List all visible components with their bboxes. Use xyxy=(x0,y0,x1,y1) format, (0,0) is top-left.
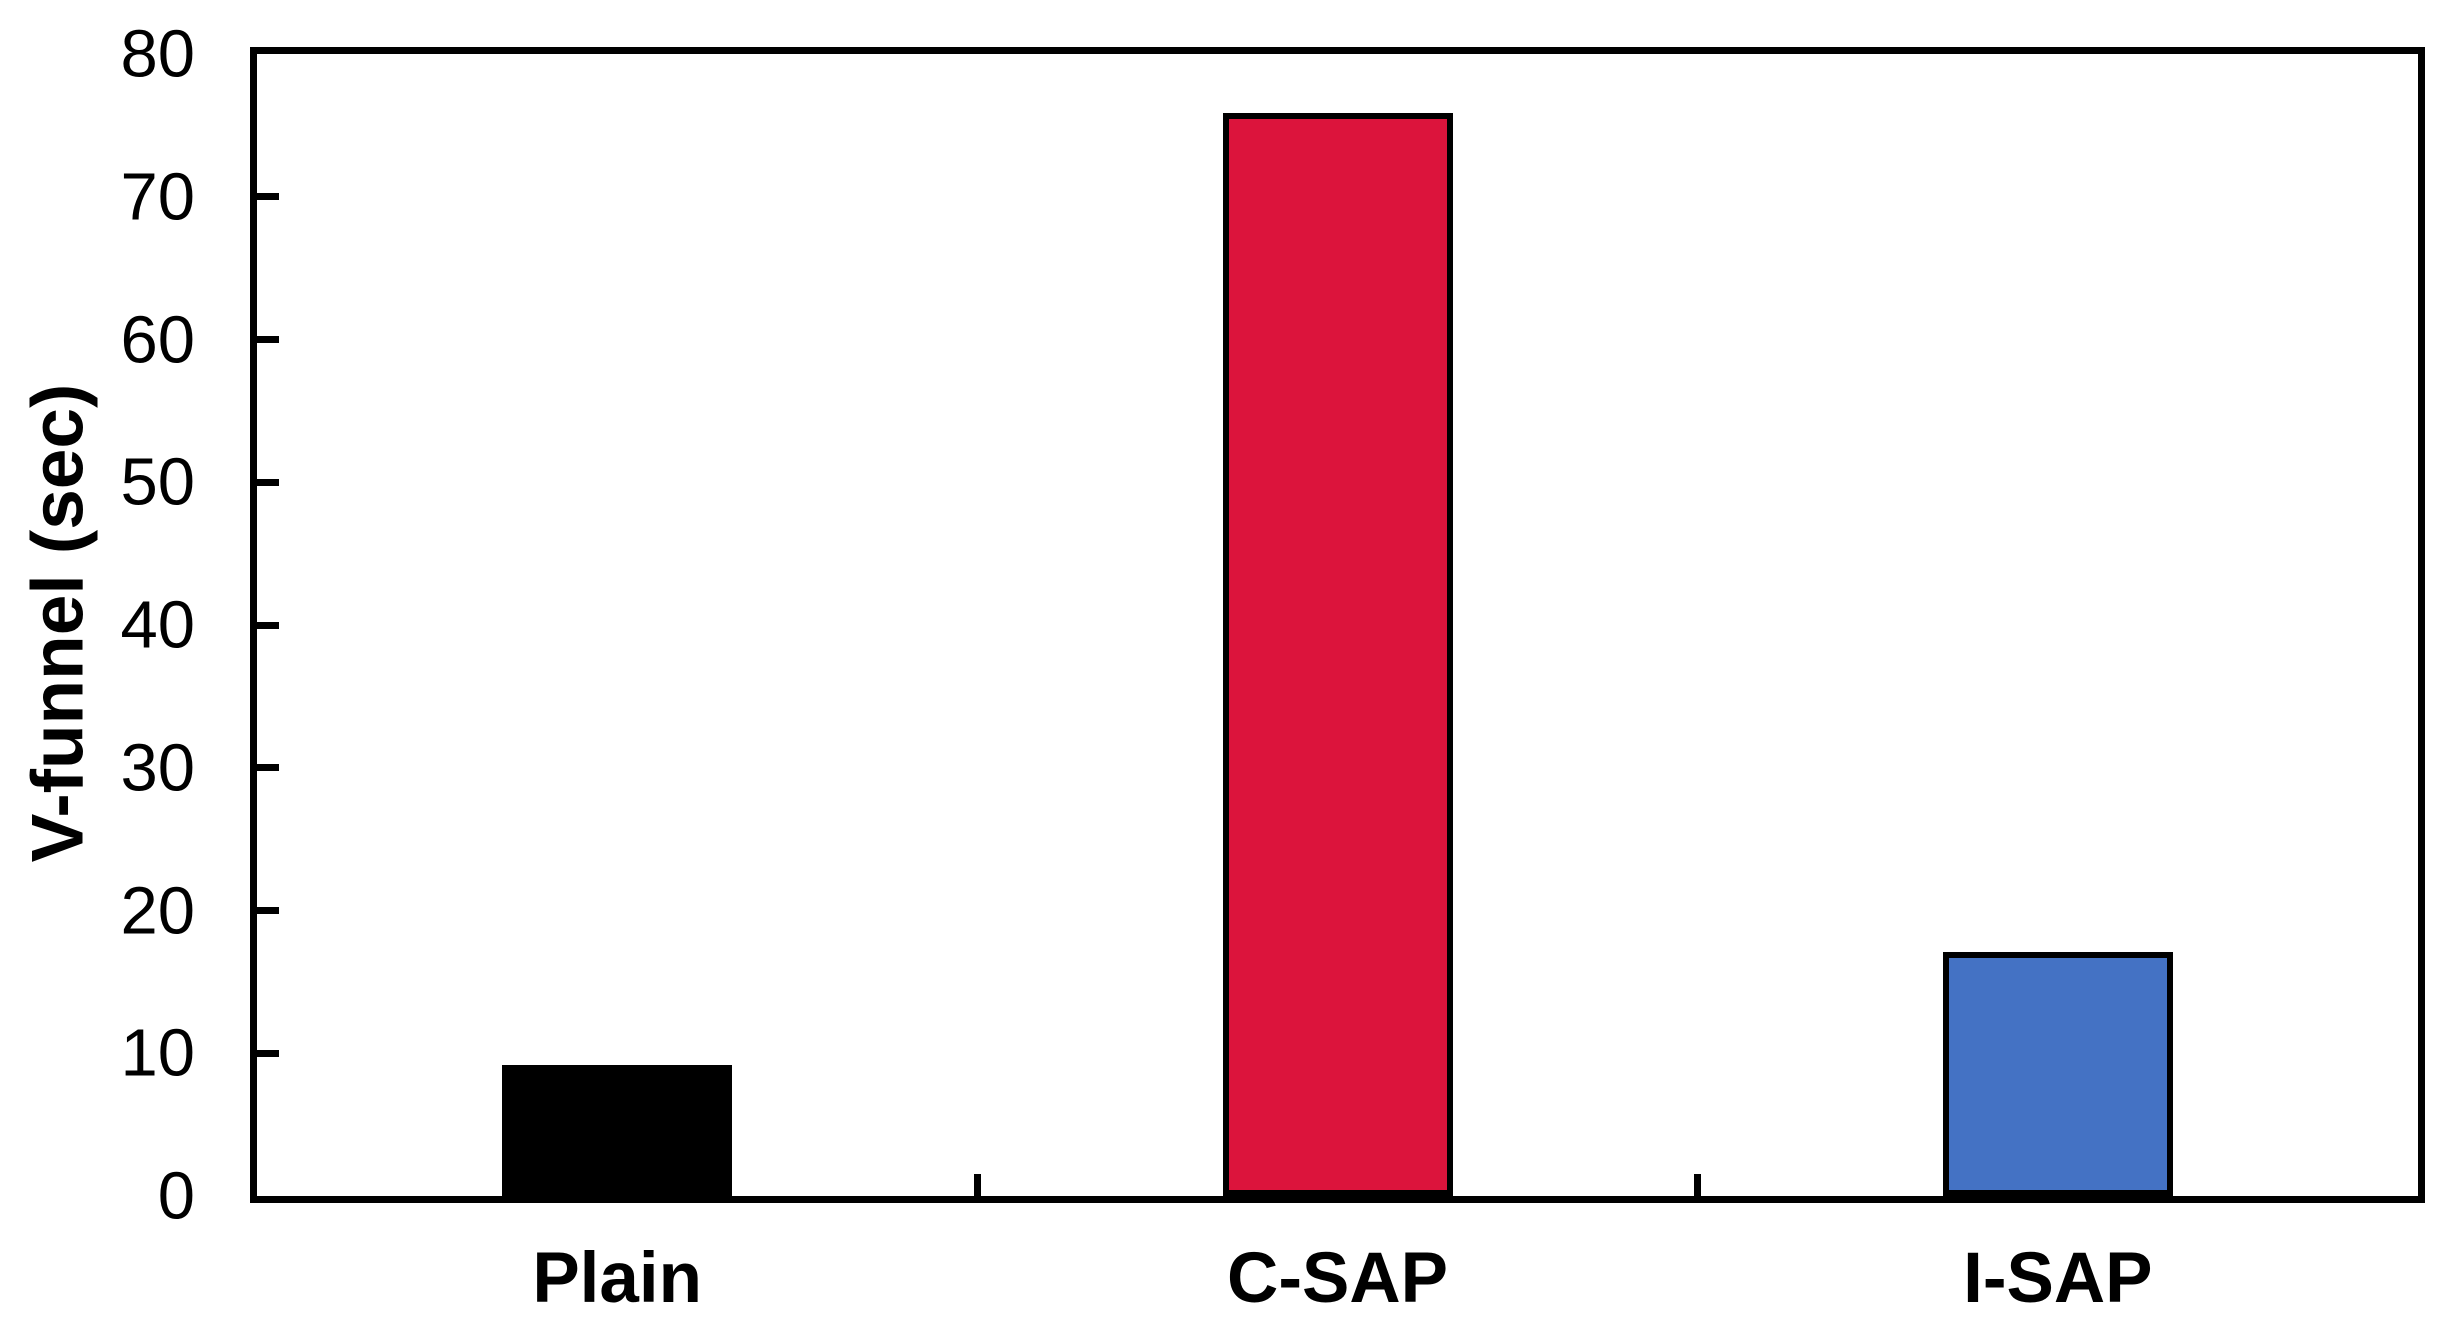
y-tick-label-50: 50 xyxy=(120,444,195,520)
y-tick-label-10: 10 xyxy=(120,1015,195,1091)
bar-plain xyxy=(502,1064,733,1196)
y-tick-mark-30 xyxy=(257,764,279,772)
x-boundary-tick-2 xyxy=(1694,1174,1702,1196)
bar-c-sap xyxy=(1222,112,1453,1196)
y-tick-mark-20 xyxy=(257,907,279,914)
y-tick-mark-50 xyxy=(257,478,279,486)
y-tick-mark-40 xyxy=(257,621,279,629)
x-tick-label-plain: Plain xyxy=(532,1239,702,1318)
y-tick-mark-10 xyxy=(257,1049,279,1057)
y-tick-label-0: 0 xyxy=(157,1158,195,1234)
bar-i-sap xyxy=(1942,951,2173,1196)
y-tick-label-20: 20 xyxy=(120,873,195,948)
x-tick-label-c-sap: C-SAP xyxy=(1227,1239,1448,1318)
y-tick-label-60: 60 xyxy=(120,302,195,377)
y-tick-mark-60 xyxy=(257,336,279,343)
y-tick-label-70: 70 xyxy=(120,159,195,235)
y-tick-label-30: 30 xyxy=(120,730,195,806)
x-tick-label-i-sap: I-SAP xyxy=(1963,1239,2153,1318)
y-tick-label-80: 80 xyxy=(120,16,195,92)
y-tick-label-40: 40 xyxy=(120,587,195,663)
x-boundary-tick-1 xyxy=(973,1174,981,1196)
y-tick-mark-70 xyxy=(257,193,279,201)
